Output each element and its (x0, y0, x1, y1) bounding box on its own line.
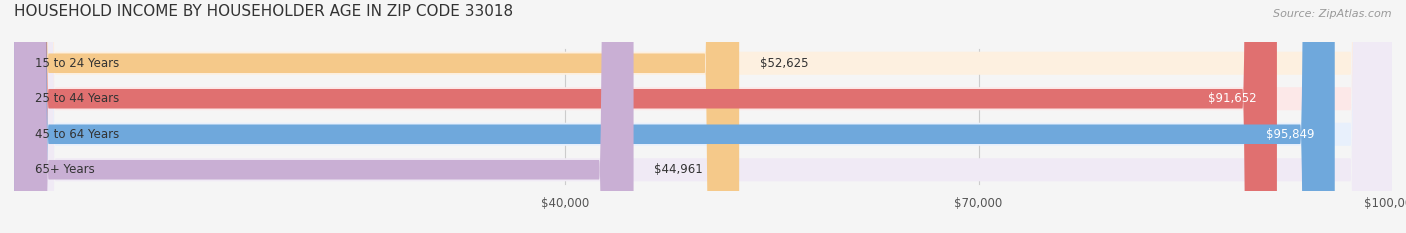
FancyBboxPatch shape (14, 0, 740, 233)
FancyBboxPatch shape (14, 0, 1392, 233)
Text: $91,652: $91,652 (1208, 92, 1256, 105)
Text: $44,961: $44,961 (654, 163, 703, 176)
FancyBboxPatch shape (14, 0, 634, 233)
Text: 25 to 44 Years: 25 to 44 Years (35, 92, 120, 105)
FancyBboxPatch shape (14, 0, 1334, 233)
FancyBboxPatch shape (14, 0, 1392, 233)
FancyBboxPatch shape (14, 0, 1392, 233)
Text: 45 to 64 Years: 45 to 64 Years (35, 128, 120, 141)
Text: $95,849: $95,849 (1265, 128, 1315, 141)
Text: $52,625: $52,625 (759, 57, 808, 70)
Text: 15 to 24 Years: 15 to 24 Years (35, 57, 120, 70)
Text: Source: ZipAtlas.com: Source: ZipAtlas.com (1274, 9, 1392, 19)
Text: HOUSEHOLD INCOME BY HOUSEHOLDER AGE IN ZIP CODE 33018: HOUSEHOLD INCOME BY HOUSEHOLDER AGE IN Z… (14, 4, 513, 19)
Text: 65+ Years: 65+ Years (35, 163, 94, 176)
FancyBboxPatch shape (14, 0, 1277, 233)
FancyBboxPatch shape (14, 0, 1392, 233)
